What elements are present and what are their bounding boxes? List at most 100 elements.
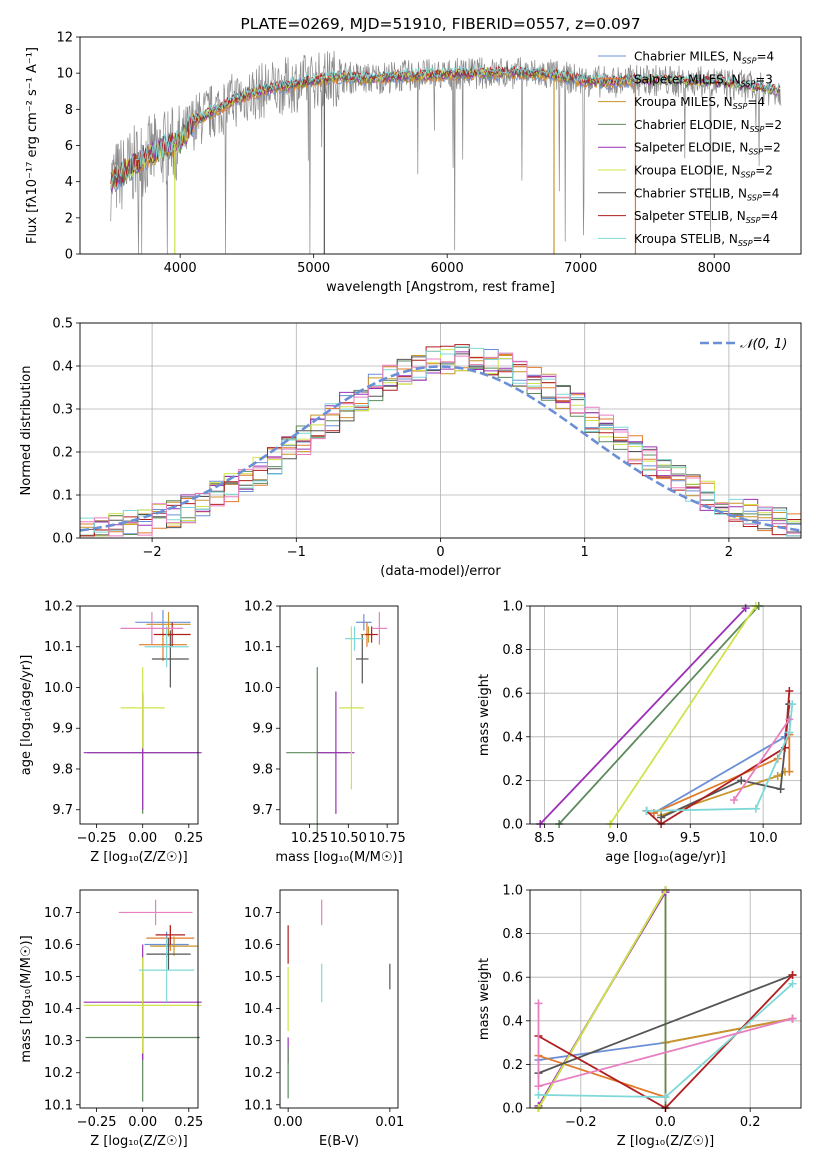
errorbar-point [120,612,184,645]
x-axis-label: Z [log₁₀(Z/Z☉)] [90,850,187,865]
x-axis-label: age [log₁₀(age/yr)] [605,850,726,865]
histogram-series [80,351,801,537]
y-axis-label: Flux [fλ10⁻¹⁷ erg cm⁻² s⁻¹ A⁻¹] [25,47,40,244]
weight-marker [751,804,760,813]
ticks: 8.5 9.0 9.5 10.0 0.0 0.2 0.4 0.6 0.8 1.0 [502,600,777,847]
y-tick-label: 0.4 [502,1014,523,1029]
y-tick-label: 0.6 [502,687,523,702]
weight-series [642,700,797,815]
axes-frame [79,36,802,255]
legend-entry: Chabrier MILES, NSSP=4 [634,50,774,66]
axes-frame [529,889,802,1109]
x-tick-label: 8000 [698,261,731,276]
weight-marker [534,999,543,1008]
y-tick-label: 0.6 [502,971,523,986]
y-tick-label: 1.0 [502,884,523,899]
y-tick-label: 12 [56,31,73,46]
y-tick-label: 9.8 [252,762,273,777]
ticks: 0.00 0.01 10.1 10.2 10.3 10.4 10.5 10.6 10.7 [244,906,404,1130]
legend-entry: Chabrier ELODIE, NSSP=2 [634,118,782,134]
x-axis-label: E(B-V) [319,1134,359,1149]
y-tick-label: 0 [65,248,73,263]
weight-line [539,607,747,825]
y-axis-label: mass weight [477,674,492,756]
weight-series [534,979,797,1102]
weight-marker [788,700,797,709]
x-tick-label: 0.00 [128,1115,157,1130]
y-tick-label: 0.2 [52,446,73,461]
y-tick-label: 0.1 [52,489,73,504]
legend-label: Salpeter MILES, N [634,72,741,86]
ticks: −0.25 0.00 0.25 9.7 9.8 9.9 10.0 10.1 10.2 [44,600,203,847]
errorbar-point [371,612,388,645]
weight-marker [773,772,782,781]
legend-subscript: SSP [746,216,761,225]
axes-frame [529,605,802,825]
x-axis-label: Z [log₁₀(Z/Z☉)] [617,1134,714,1149]
x-tick-label: 10.50 [330,831,367,846]
errorbar-point [139,938,195,1003]
errorbar-point [146,612,191,637]
errorbar-point [150,936,198,956]
residuals-chart: −2 −1 0 1 2 0.0 0.1 0.2 0.3 0.4 0.5 (data-model)/er… [19,317,802,579]
x-tick-label: 2 [725,545,733,560]
legend-subscript: SSP [742,57,757,66]
y-axis-label: mass [log₁₀(M/M☉)] [19,935,34,1062]
mass_vs_ebv-chart: 0.00 0.01 10.1 10.2 10.3 10.4 10.5 10.6 10.7 E(B-… [244,889,404,1149]
errorbar-point [356,614,372,631]
y-tick-label: 0.4 [52,360,73,375]
errorbar-point [153,622,191,647]
ticks: −2 −1 0 1 2 0.0 0.1 0.2 0.3 0.4 0.5 [52,317,733,561]
errorbar-point [356,634,369,684]
legend-subscript: SSP [747,193,762,202]
weight-marker [729,796,738,805]
histogram-series [80,353,801,536]
y-tick-label: 9.7 [52,803,73,818]
legend-suffix: =2 [764,118,782,132]
legend: 𝒩(0, 1) [700,337,787,352]
weight-marker [741,604,750,613]
legend-suffix: =2 [763,141,781,155]
y-tick-label: 10.4 [44,1002,73,1017]
weight-series [729,715,794,805]
y-tick-label: 1.0 [502,600,523,615]
legend-label: Salpeter STELIB, N [634,209,746,223]
legend-entry: Salpeter MILES, NSSP=3 [634,72,773,88]
legend-suffix: =4 [762,186,780,200]
errorbar-point [139,628,187,662]
y-tick-label: 9.7 [252,803,273,818]
weight-marker [776,785,785,794]
weight-marker [661,1093,670,1102]
x-tick-label: 0.25 [174,831,203,846]
mass_vs_Z-chart: −0.25 0.00 0.25 10.1 10.2 10.3 10.4 10.5 10.6 10.… [19,889,203,1149]
x-tick-label: 0.01 [375,1115,404,1130]
y-tick-label: 10.3 [244,1034,273,1049]
x-tick-label: 0.2 [740,1115,761,1130]
legend-label: Kroupa STELIB, N [634,232,738,246]
y-tick-label: 10.2 [44,600,73,615]
y-tick-label: 2 [65,211,73,226]
weight-marker [788,1014,797,1023]
plot-area [79,344,802,537]
errorbar-point [365,626,378,643]
y-axis-label: mass weight [477,958,492,1040]
weight-marker [785,687,794,696]
x-tick-label: 10.0 [749,831,778,846]
weight-line [646,704,794,812]
axes-frame [279,889,399,1109]
y-tick-label: 10.7 [44,906,73,921]
y-axis-label: age [log₁₀(age/yr)] [19,655,34,776]
y-tick-label: 0.5 [52,317,73,332]
y-tick-label: 0.8 [502,927,523,942]
legend-subscript: SSP [733,102,748,111]
x-tick-label: −0.2 [565,1115,597,1130]
weight-marker [534,1090,543,1099]
gaussian-curve [79,365,802,532]
y-tick-label: 0.8 [502,643,523,658]
y-tick-label: 10.1 [44,640,73,655]
weight-line [537,889,667,1109]
y-tick-label: 8 [65,103,73,118]
legend-label: Chabrier ELODIE, N [634,118,750,132]
plot-area [83,899,202,1102]
